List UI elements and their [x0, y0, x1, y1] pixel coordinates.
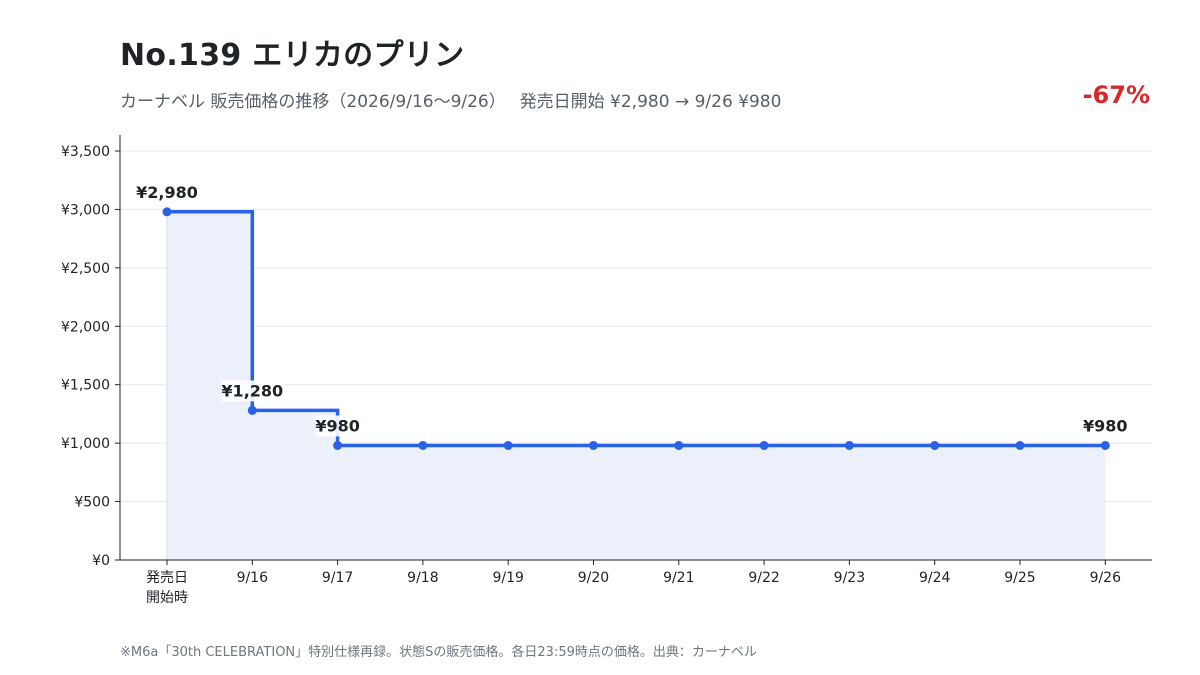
x-tick-label: 9/23	[834, 570, 865, 586]
data-label: ¥2,980	[136, 183, 198, 202]
data-label: ¥1,280	[221, 381, 283, 400]
data-point	[418, 440, 428, 450]
area-fill	[167, 211, 1106, 560]
x-tick-label: 9/24	[919, 570, 951, 586]
data-label-bg	[1083, 415, 1128, 437]
chart-footnote: ※M6a「30th CELEBRATION」特別仕様再録。状態Sの販売価格。各日…	[120, 645, 757, 660]
y-tick-label: ¥2,000	[61, 319, 110, 335]
x-tick-label: 9/22	[748, 570, 779, 586]
data-point	[759, 440, 769, 450]
price-change-badge: -67%	[1082, 81, 1150, 109]
x-tick-label: 9/26	[1090, 570, 1122, 586]
x-tick-label: 発売日	[146, 570, 188, 586]
y-tick-label: ¥1,500	[61, 378, 110, 394]
x-tick-label: 9/16	[237, 570, 269, 586]
data-point	[247, 405, 257, 415]
x-tick-label: 9/21	[663, 570, 694, 586]
chart-title: No.139 エリカのプリン	[120, 38, 465, 73]
data-point	[1015, 440, 1025, 450]
data-point	[674, 440, 684, 450]
y-tick-label: ¥3,000	[61, 202, 110, 218]
data-point	[333, 440, 343, 450]
data-point	[162, 207, 172, 217]
data-label: ¥980	[1083, 416, 1128, 435]
x-tick-label: 開始時	[146, 590, 188, 606]
x-tick-label: 9/19	[492, 570, 523, 586]
y-tick-label: ¥0	[92, 553, 110, 569]
data-point	[1100, 440, 1110, 450]
data-label: ¥980	[315, 416, 360, 435]
data-point	[503, 440, 513, 450]
y-tick-label: ¥500	[74, 495, 110, 511]
x-tick-label: 9/18	[407, 570, 438, 586]
data-point	[930, 440, 940, 450]
y-tick-label: ¥2,500	[61, 261, 110, 277]
data-point	[844, 440, 854, 450]
data-label-bg	[221, 380, 284, 402]
x-tick-label: 9/20	[578, 570, 609, 586]
data-label-bg	[136, 181, 198, 203]
x-tick-label: 9/25	[1004, 570, 1035, 586]
x-tick-label: 9/17	[322, 570, 353, 586]
price-series-line	[167, 210, 1106, 448]
data-label-bg	[315, 415, 360, 437]
chart-subtitle: カーナベル 販売価格の推移（2026/9/16〜9/26） 発売日開始 ¥2,9…	[120, 92, 782, 112]
y-tick-label: ¥3,500	[61, 144, 110, 160]
data-point	[589, 440, 598, 450]
y-tick-label: ¥1,000	[61, 436, 110, 452]
